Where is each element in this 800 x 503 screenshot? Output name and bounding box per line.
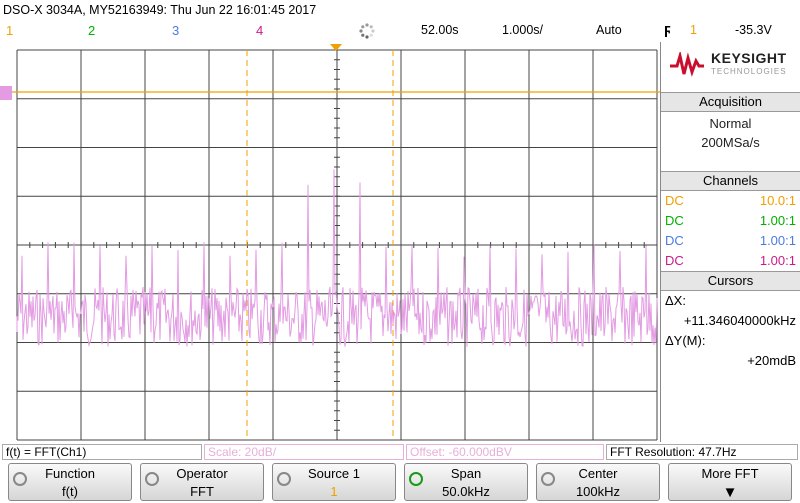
operator-softkey[interactable]: Operator FFT xyxy=(140,463,264,501)
trigger-position-marker xyxy=(330,44,342,51)
channel-2-indicator[interactable]: 2 xyxy=(88,23,96,38)
fft-trace xyxy=(16,169,658,347)
center-softkey-value: 100kHz xyxy=(575,484,621,499)
keysight-logo: KEYSIGHT TECHNOLOGIES xyxy=(661,42,800,92)
operator-softkey-label: Operator xyxy=(176,466,228,481)
rotary-knob-icon xyxy=(541,472,555,486)
math-status-line: f(t) = FFT(Ch1) Scale: 20dB/ Offset: -60… xyxy=(0,442,800,462)
sample-rate: 200MSa/s xyxy=(701,135,760,150)
delta-y-value-row: +20mdB xyxy=(661,351,800,371)
function-softkey-value: f(t) xyxy=(62,484,78,499)
delta-x-label-row: ΔX: xyxy=(661,291,800,311)
trigger-edge-icon: ϝ xyxy=(664,21,671,38)
trigger-source[interactable]: 1 xyxy=(690,23,697,37)
more-fft-softkey-label: More FFT xyxy=(701,466,759,481)
brand-sub: TECHNOLOGIES xyxy=(711,67,787,76)
right-info-panel: KEYSIGHT TECHNOLOGIES Acquisition Normal… xyxy=(660,42,800,442)
center-softkey-label: Center xyxy=(578,466,618,481)
channel-1-coupling: DC xyxy=(665,193,684,208)
function-softkey[interactable]: Function f(t) xyxy=(8,463,132,501)
channel-2-coupling: DC xyxy=(665,213,684,228)
channel-3-indicator[interactable]: 3 xyxy=(172,23,180,38)
trigger-mode[interactable]: Auto xyxy=(596,23,622,37)
brand-name: KEYSIGHT xyxy=(711,50,787,66)
entry-knob-icon xyxy=(409,472,423,486)
graticule-background xyxy=(0,42,660,442)
channel-4-probe: 1.00:1 xyxy=(759,253,796,268)
rotary-knob-icon xyxy=(145,472,159,486)
channel-1-indicator[interactable]: 1 xyxy=(6,23,14,38)
channel-4-coupling: DC xyxy=(665,253,684,268)
math-ground-marker xyxy=(0,86,12,100)
channel-1-row: DC 10.0:1 xyxy=(661,191,800,211)
acquisition-mode: Normal xyxy=(709,116,752,131)
acquisition-heading: Acquisition xyxy=(661,92,800,112)
time-per-division[interactable]: 1.000s/ xyxy=(502,23,544,37)
span-softkey[interactable]: Span 50.0kHz xyxy=(404,463,528,501)
channel-2-row: DC 1.00:1 xyxy=(661,211,800,231)
center-softkey[interactable]: Center 100kHz xyxy=(536,463,660,501)
rotary-knob-icon xyxy=(13,472,27,486)
fft-resolution-status: FFT Resolution: 47.7Hz xyxy=(606,444,798,460)
waveform-display[interactable] xyxy=(0,42,660,442)
channel-3-probe: 1.00:1 xyxy=(759,233,796,248)
softkey-bar: Function f(t) Operator FFT Source 1 1 Sp… xyxy=(0,462,800,503)
delta-y-label: ΔY(M): xyxy=(665,333,706,348)
channel-1-probe: 10.0:1 xyxy=(759,193,796,208)
span-softkey-label: Span xyxy=(450,466,482,481)
source1-softkey-label: Source 1 xyxy=(307,466,361,481)
math-function-status: f(t) = FFT(Ch1) xyxy=(2,444,202,460)
more-fft-arrow-icon: ▼ xyxy=(722,484,738,501)
delta-y-value: +20mdB xyxy=(747,353,796,368)
operator-softkey-value: FFT xyxy=(190,484,214,499)
busy-spinner-icon xyxy=(358,22,376,40)
delta-x-label: ΔX: xyxy=(665,293,686,308)
channel-3-coupling: DC xyxy=(665,233,684,248)
top-info-bar: DSO-X 3034A, MY52163949: Thu Jun 22 16:0… xyxy=(0,0,800,42)
math-scale-status: Scale: 20dB/ xyxy=(204,444,404,460)
cursors-heading: Cursors xyxy=(661,271,800,291)
delta-x-value: +11.346040000kHz xyxy=(683,313,796,328)
channels-heading: Channels xyxy=(661,171,800,191)
more-fft-softkey[interactable]: More FFT ▼ xyxy=(668,463,792,501)
horizontal-delay[interactable]: 52.00s xyxy=(421,23,459,37)
scope-title: DSO-X 3034A, MY52163949: Thu Jun 22 16:0… xyxy=(3,3,317,17)
source1-softkey[interactable]: Source 1 1 xyxy=(272,463,396,501)
math-offset-status: Offset: -60.000dBV xyxy=(406,444,604,460)
delta-y-label-row: ΔY(M): xyxy=(661,331,800,351)
span-softkey-value: 50.0kHz xyxy=(442,484,490,499)
channel-3-row: DC 1.00:1 xyxy=(661,231,800,251)
trigger-level[interactable]: -35.3V xyxy=(735,23,772,37)
function-softkey-label: Function xyxy=(45,466,95,481)
channel-4-row: DC 1.00:1 xyxy=(661,251,800,271)
keysight-wave-icon xyxy=(670,52,704,77)
channel-2-probe: 1.00:1 xyxy=(759,213,796,228)
rotary-knob-icon xyxy=(277,472,291,486)
fft-graticule[interactable] xyxy=(0,42,660,442)
channel-4-indicator[interactable]: 4 xyxy=(256,23,264,38)
source1-softkey-value: 1 xyxy=(330,484,338,499)
delta-x-value-row: +11.346040000kHz xyxy=(661,311,800,331)
